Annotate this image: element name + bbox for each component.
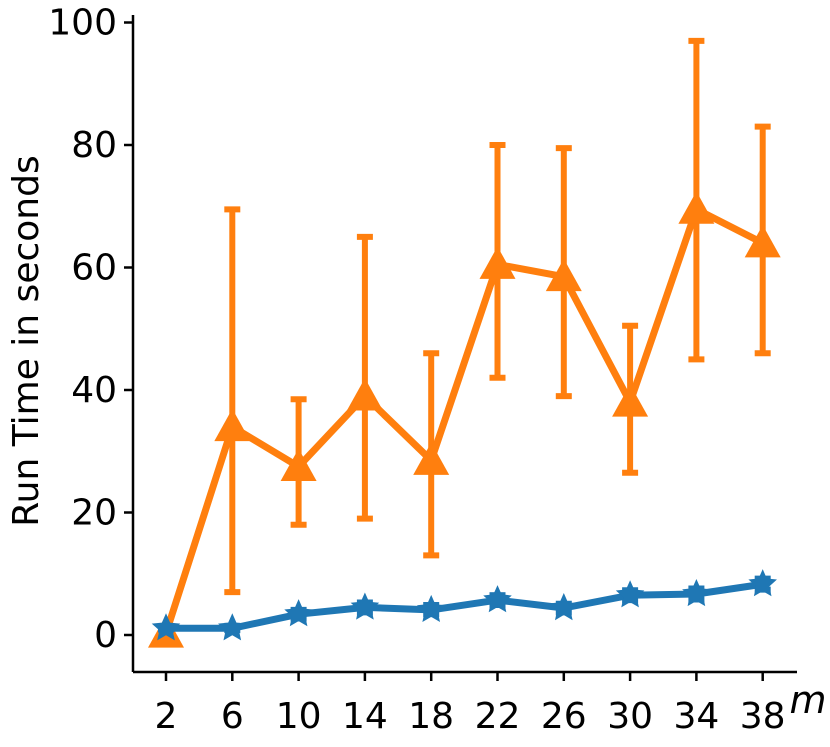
x-tick-label: 10: [276, 696, 322, 737]
data-point: [744, 225, 781, 258]
x-tick-label: 30: [607, 696, 653, 737]
series-1: [148, 37, 781, 648]
data-point: [413, 442, 450, 475]
y-tick-label: 80: [71, 125, 117, 166]
data-point: [615, 580, 645, 608]
axes: [131, 15, 797, 674]
data-point: [151, 613, 181, 641]
data-point: [214, 408, 251, 442]
series-line: [166, 580, 764, 632]
x-axis-title: m: [789, 678, 826, 722]
data-point: [416, 594, 446, 623]
series-line: [162, 205, 765, 635]
x-tick-label: 22: [475, 696, 521, 737]
x-tick-label: 26: [541, 696, 587, 737]
data-point: [678, 191, 715, 224]
data-point: [483, 585, 512, 613]
y-tick-label: 20: [71, 493, 117, 534]
y-axis-title: Run Time in seconds: [6, 155, 47, 526]
data-point: [549, 593, 579, 621]
y-tick-label: 100: [48, 3, 117, 44]
series-layer: [148, 37, 781, 648]
data-point: [346, 378, 383, 411]
data-point: [479, 246, 516, 279]
x-tick-label: 2: [155, 696, 178, 737]
series-2: [151, 569, 777, 641]
y-tick-label: 0: [94, 615, 117, 656]
data-point: [682, 578, 711, 607]
x-tick-label: 34: [673, 696, 719, 737]
data-point: [218, 613, 247, 641]
y-tick-label: 40: [71, 370, 117, 411]
x-tick-label: 14: [342, 696, 388, 737]
data-point: [612, 384, 649, 417]
y-tick-label: 60: [71, 248, 117, 289]
data-point: [280, 448, 317, 481]
x-tick-label: 38: [740, 696, 786, 737]
data-point: [748, 569, 777, 597]
data-point: [284, 599, 313, 627]
data-point: [350, 592, 380, 620]
data-point: [545, 258, 582, 292]
x-tick-label: 18: [408, 696, 454, 737]
x-tick-label: 6: [221, 696, 244, 737]
